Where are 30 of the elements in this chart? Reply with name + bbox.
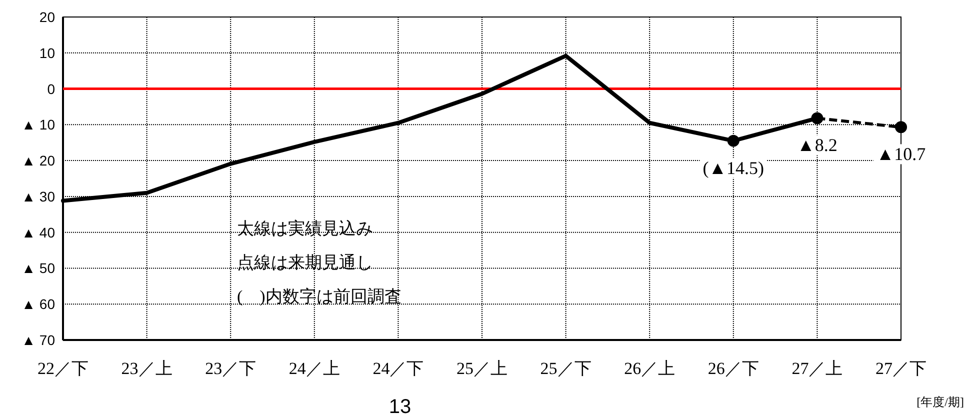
- y-tick-label: ▲ 70: [22, 332, 56, 348]
- y-tick-label: 10: [39, 44, 56, 61]
- x-tick-label: 23／下: [205, 359, 256, 378]
- text: 13: [388, 396, 412, 416]
- y-tick-label: ▲ 40: [22, 224, 56, 240]
- x-tick-label: 27／上: [792, 359, 843, 378]
- y-tick-label: ▲ 30: [22, 188, 56, 204]
- x-axis-title: [年度/期]: [916, 395, 964, 409]
- x-tick-label: 24／下: [372, 359, 424, 378]
- y-tick-label: 20: [39, 9, 56, 25]
- x-tick-label: 24／上: [288, 359, 340, 378]
- x-tick-label: 22／下: [38, 359, 88, 378]
- annotation: ▲8.2: [797, 135, 838, 156]
- y-tick-label: 0: [47, 80, 56, 97]
- y-tick-label: ▲ 60: [22, 296, 56, 312]
- x-tick-label: 26／下: [708, 359, 759, 378]
- point: [811, 112, 824, 124]
- x-tick-label: 25／上: [456, 359, 508, 378]
- y-tick-label: ▲ 10: [22, 116, 56, 133]
- annotation: (▲14.5): [702, 158, 764, 178]
- x-tick-label: 27／下: [876, 359, 926, 378]
- y-tick-label: ▲ 50: [22, 260, 56, 276]
- note: 太線は実績見込み 点線は来期見通し ( )内数字は前回調査: [237, 219, 402, 306]
- x-tick-label: 25／下: [540, 359, 592, 378]
- annotation: ▲10.7: [876, 144, 926, 164]
- x-tick-label: 26／上: [624, 359, 676, 378]
- point: [895, 121, 907, 134]
- x-tick-label: 23／上: [121, 359, 172, 378]
- point: [727, 134, 740, 147]
- y-tick-label: ▲ 20: [22, 152, 56, 169]
